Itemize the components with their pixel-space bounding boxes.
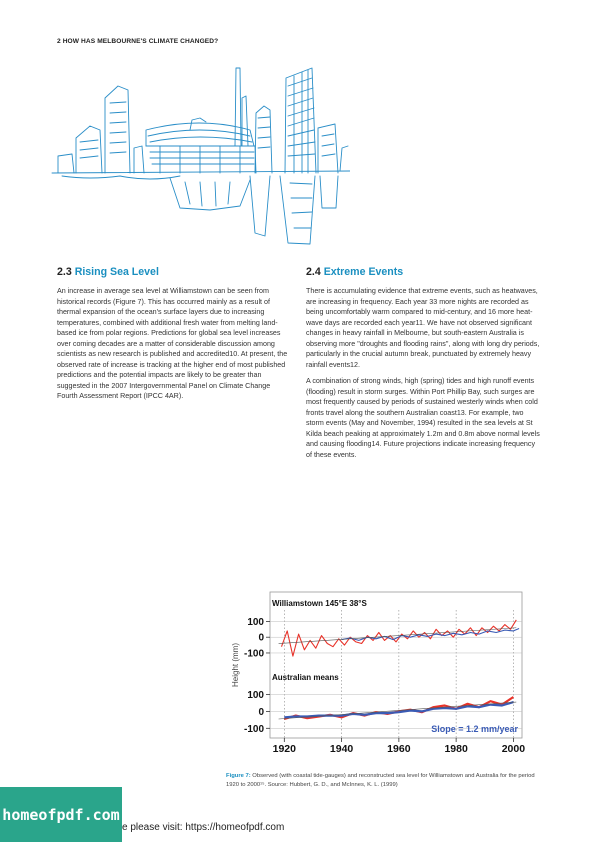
paragraph: A combination of strong winds, high (spr… <box>306 377 540 459</box>
section-rising-sea-level: 2.3 Rising Sea Level An increase in aver… <box>57 266 291 408</box>
section-extreme-events: 2.4 Extreme Events There is accumulating… <box>306 266 540 466</box>
x-tick-label: 1980 <box>444 743 468 755</box>
slope-annotation: Slope = 1.2 mm/year <box>431 724 518 734</box>
y-axis-label: Height (mm) <box>231 643 240 687</box>
panel-title: Australian means <box>272 673 339 682</box>
x-tick-label: 2000 <box>502 743 526 755</box>
sea-level-chart: 1920 1940 1960 1980 2000 Height (mm) Williamst… <box>226 588 530 768</box>
visit-link-text[interactable]: e please visit: https://homeofpdf.com <box>122 822 285 833</box>
x-tick-label: 1940 <box>330 743 354 755</box>
plot-frame <box>269 591 523 739</box>
trend-line <box>278 701 517 720</box>
paragraph: An increase in average sea level at Will… <box>57 287 288 400</box>
panel-title: Williamstown 145°E 38°S <box>272 599 367 608</box>
figure-label: Figure 7: <box>226 773 251 779</box>
section-title: Rising Sea Level <box>74 266 159 278</box>
y-tick-label: -100 <box>244 724 264 735</box>
trend-line <box>278 627 517 644</box>
y-tick-label: 0 <box>258 707 264 718</box>
running-head: 2 HOW HAS MELBOURNE'S CLIMATE CHANGED? <box>57 38 219 45</box>
series-line <box>341 627 520 641</box>
paragraph: There is accumulating evidence that extr… <box>306 287 540 369</box>
section-heading: 2.4 Extreme Events <box>306 266 540 278</box>
y-tick-label: 100 <box>247 617 264 628</box>
section-number: 2.4 <box>306 266 321 278</box>
x-tick-label: 1920 <box>273 743 297 755</box>
city-skyline-illustration <box>51 67 350 245</box>
section-heading: 2.3 Rising Sea Level <box>57 266 291 278</box>
y-tick-label: 100 <box>247 690 264 701</box>
watermark-logo[interactable]: homeofpdf.com <box>0 787 122 842</box>
y-tick-label: -100 <box>244 648 264 659</box>
y-tick-label: 0 <box>258 633 264 644</box>
section-number: 2.3 <box>57 266 72 278</box>
section-title: Extreme Events <box>323 266 404 278</box>
figure-caption: Figure 7: Observed (with coastal tide-ga… <box>226 772 546 789</box>
x-tick-label: 1960 <box>387 743 411 755</box>
sea-level-chart-svg: 1920 1940 1960 1980 2000 Height (mm) Williamst… <box>231 591 526 755</box>
figure-caption-text: Observed (with coastal tide-gauges) and … <box>226 773 535 788</box>
